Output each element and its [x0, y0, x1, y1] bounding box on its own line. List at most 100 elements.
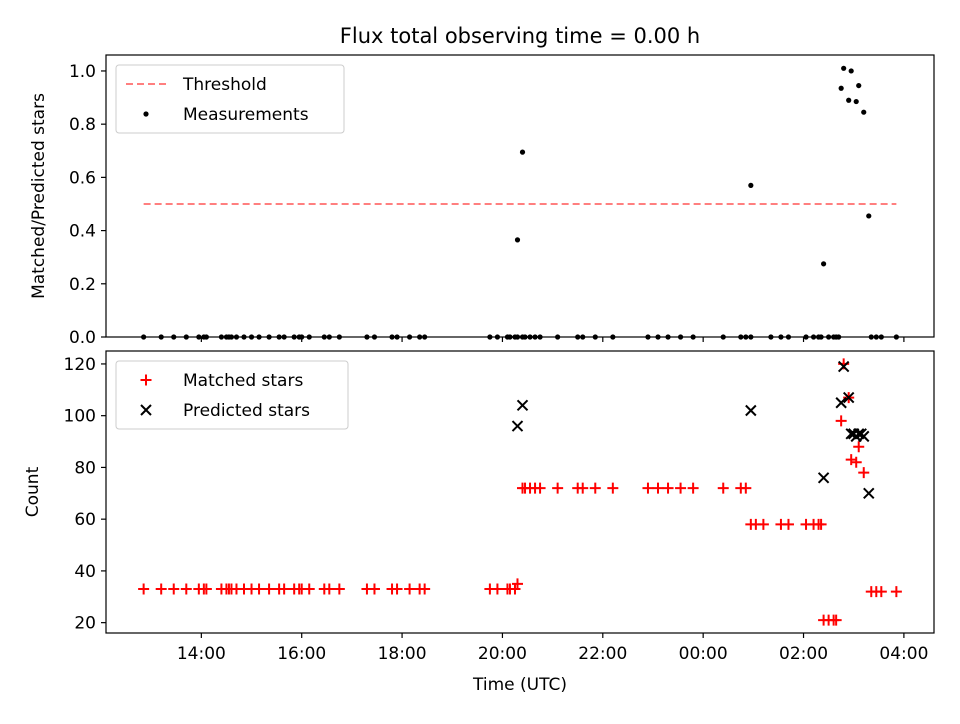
x-tick-label: 00:00: [679, 644, 728, 664]
measurements-point: [171, 334, 177, 340]
matched-stars-point: [303, 583, 315, 595]
matched-stars-point: [717, 482, 729, 494]
measurements-point: [183, 334, 189, 340]
legend-measurements-label: Measurements: [183, 105, 309, 125]
ratio-y-tick-label: 0.6: [69, 168, 96, 188]
x-tick-label: 16:00: [277, 644, 326, 664]
predicted-stars-point: [842, 391, 855, 404]
measurements-point: [417, 334, 423, 340]
measurements-point: [853, 98, 859, 105]
matched-stars-point: [589, 482, 601, 494]
measurements-point: [494, 334, 501, 340]
legend-predicted-stars-label: Predicted stars: [183, 401, 310, 421]
count-legend: [115, 360, 349, 430]
ratio-legend: [115, 64, 345, 134]
matched-stars-point: [607, 482, 619, 494]
matched-stars-point: [278, 583, 290, 595]
measurements-point: [422, 334, 428, 340]
measurements-point: [394, 334, 400, 340]
measurements-point: [610, 334, 616, 340]
matched-stars-point: [835, 415, 847, 427]
matched-stars-point: [509, 583, 521, 595]
measurements-point: [519, 149, 526, 155]
measurements-point: [141, 334, 147, 340]
measurements-point: [321, 334, 327, 340]
measurements-point: [233, 334, 240, 340]
measurements-point: [218, 334, 225, 340]
ratio-data-layer: [141, 65, 899, 340]
predicted-stars-point: [858, 430, 870, 443]
measurements-point: [389, 334, 395, 340]
measurements-point: [838, 85, 844, 91]
matched-stars-point: [552, 482, 564, 494]
measurements-point: [281, 334, 287, 340]
matched-stars-point: [155, 583, 167, 595]
predicted-stars-point: [837, 360, 850, 373]
measurements-point: [299, 334, 305, 340]
measurements-point: [364, 334, 370, 340]
count-panel: 20 40 60 80 100 120 14:00 16:00 18:00 20:00 22:00 0…: [23, 350, 935, 695]
measurements-point: [655, 334, 661, 340]
matched-stars-point: [577, 482, 589, 494]
matched-stars-point: [858, 467, 870, 479]
measurements-point: [846, 97, 852, 103]
measurements-point: [810, 334, 817, 340]
measurements-point: [665, 334, 671, 340]
x-tick-label: 14:00: [177, 644, 226, 664]
legend-matched-stars-swatch: [140, 374, 152, 386]
measurements-point: [514, 334, 521, 340]
measurements-point: [306, 334, 312, 340]
legend-matched-stars-label: Matched stars: [183, 371, 303, 391]
measurements-point: [826, 334, 832, 340]
measurements-point: [407, 334, 413, 340]
matched-stars-point: [642, 482, 654, 494]
measurements-point: [778, 334, 784, 340]
count-y-tick-label: 120: [64, 355, 96, 375]
measurements-point: [856, 82, 862, 89]
count-y-tick-label: 60: [74, 510, 96, 530]
measurements-point: [507, 334, 513, 340]
measurements-point: [592, 334, 598, 340]
measurements-point: [748, 182, 754, 188]
measurements-point: [836, 334, 842, 340]
matched-stars-point: [662, 482, 674, 494]
matched-stars-point: [652, 482, 664, 494]
ratio-y-tick-label: 0.4: [69, 222, 96, 242]
measurements-point: [848, 68, 854, 74]
ratio-y-tick-label: 1.0: [69, 62, 96, 82]
measurements-point: [866, 213, 872, 219]
predicted-stars-point: [745, 404, 757, 417]
measurements-point: [228, 334, 235, 340]
legend-threshold-label: Threshold: [182, 75, 267, 95]
figure-title: Flux total observing time = 0.00 h: [340, 24, 700, 48]
count-y-tick-label: 80: [74, 458, 96, 478]
measurements-point: [371, 334, 378, 340]
matched-stars-point: [419, 583, 431, 595]
measurements-point: [743, 334, 749, 340]
matched-stars-point: [200, 583, 212, 595]
matched-stars-point: [253, 583, 265, 595]
measurements-point: [203, 334, 209, 340]
measurements-point: [893, 334, 899, 340]
count-y-tick-label: 40: [74, 562, 96, 582]
matched-stars-point: [853, 441, 865, 453]
predicted-stars-point: [817, 472, 830, 484]
ratio-y-tick-label: 0.8: [69, 115, 96, 135]
matched-stars-point: [511, 578, 523, 590]
measurements-point: [537, 334, 543, 340]
measurements-point: [861, 109, 867, 115]
count-y-tick-label: 100: [64, 407, 96, 427]
predicted-stars-point: [863, 487, 875, 500]
ratio-y-axis-label: Matched/Predicted stars: [29, 93, 49, 299]
measurements-point: [291, 334, 297, 340]
measurements-point: [487, 334, 493, 340]
measurements-point: [821, 261, 827, 267]
matched-stars-point: [875, 586, 887, 598]
measurements-point: [748, 334, 754, 340]
measurements-point: [514, 237, 521, 243]
measurements-point: [196, 334, 202, 340]
predicted-stars-point: [511, 420, 524, 432]
x-tick-label: 18:00: [378, 644, 427, 664]
measurements-point: [248, 334, 255, 340]
